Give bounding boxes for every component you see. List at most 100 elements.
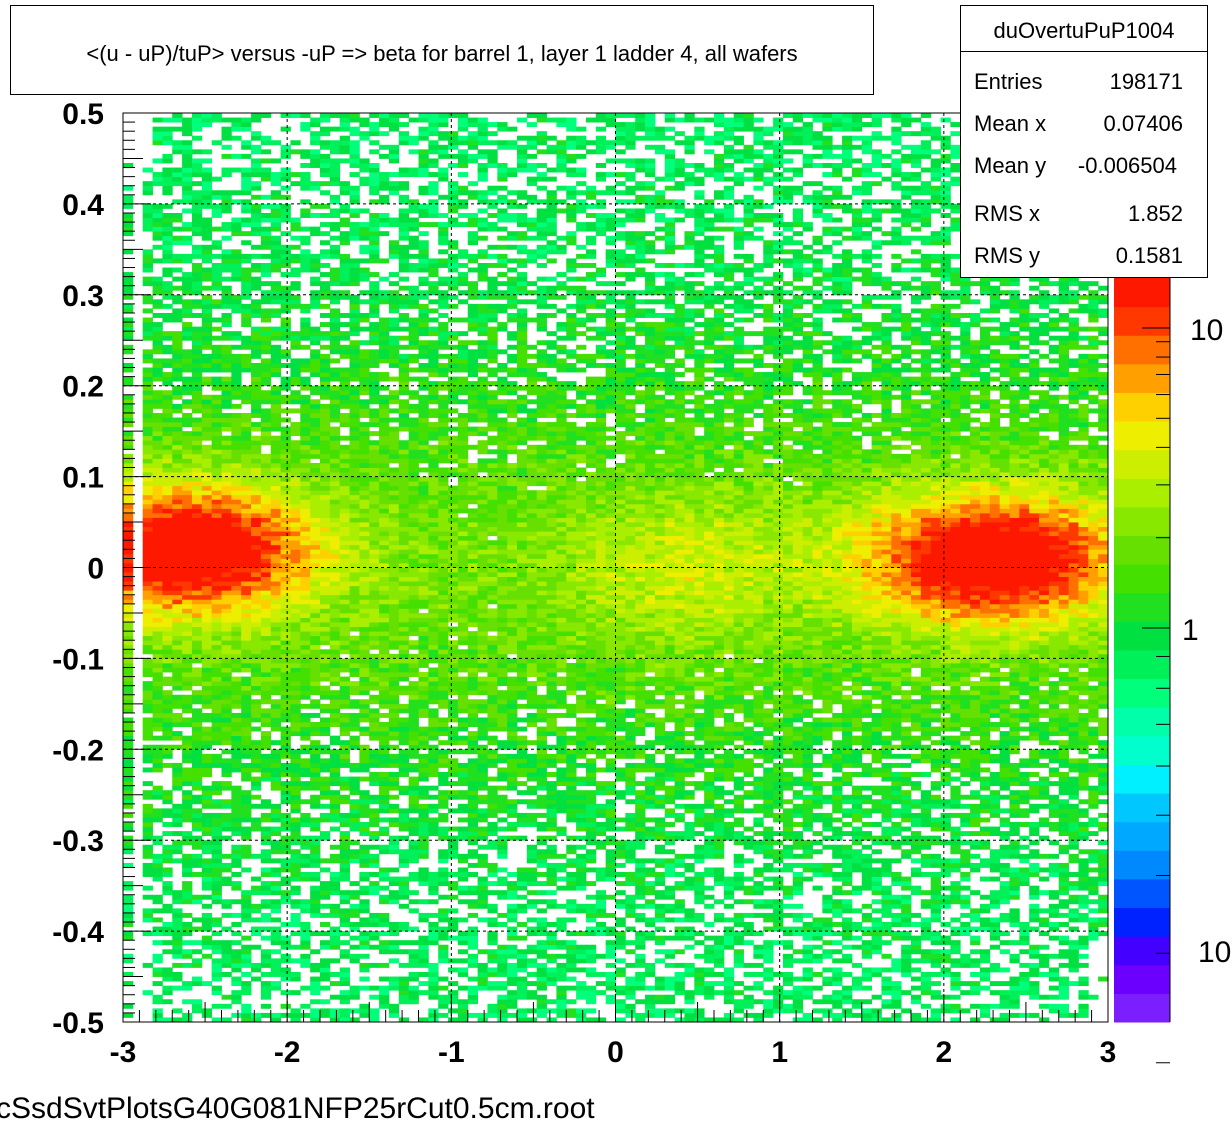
- heatmap-cell: [300, 408, 311, 414]
- heatmap-cell: [369, 440, 380, 446]
- heatmap-cell: [280, 735, 291, 741]
- heatmap-cell: [349, 531, 360, 537]
- heatmap-cell: [408, 472, 419, 478]
- heatmap-cell: [191, 512, 203, 518]
- heatmap-cell: [211, 508, 222, 514]
- heatmap-cell: [398, 244, 410, 250]
- heatmap-cell: [191, 817, 203, 823]
- heatmap-cell: [162, 722, 173, 727]
- heatmap-cell: [162, 290, 173, 296]
- heatmap-cell: [428, 576, 439, 582]
- heatmap-cell: [142, 562, 153, 568]
- heatmap-cell: [162, 376, 173, 382]
- heatmap-cell: [201, 572, 213, 577]
- heatmap-cell: [310, 131, 321, 137]
- heatmap-cell: [438, 526, 449, 532]
- heatmap-cell: [260, 549, 272, 555]
- heatmap-cell: [329, 694, 341, 700]
- heatmap-cell: [172, 572, 183, 577]
- heatmap-cell: [142, 567, 153, 573]
- heatmap-cell: [448, 222, 459, 228]
- heatmap-cell: [270, 849, 281, 855]
- heatmap-cell: [162, 540, 173, 546]
- heatmap-cell: [142, 822, 153, 827]
- heatmap-cell: [300, 331, 311, 337]
- heatmap-cell: [438, 576, 449, 582]
- heatmap-cell: [251, 626, 262, 632]
- heatmap-cell: [349, 722, 360, 727]
- heatmap-cell: [221, 608, 232, 614]
- heatmap-cell: [172, 340, 183, 346]
- heatmap-cell: [369, 385, 380, 391]
- heatmap-cell: [152, 722, 163, 727]
- heatmap-cell: [418, 267, 429, 273]
- heatmap-cell: [408, 435, 419, 441]
- heatmap-cell: [438, 299, 449, 305]
- heatmap-cell: [448, 262, 459, 268]
- heatmap-cell: [191, 267, 203, 273]
- heatmap-cell: [280, 476, 291, 482]
- heatmap-cell: [448, 490, 459, 496]
- heatmap-cell: [290, 976, 301, 982]
- heatmap-cell: [123, 622, 134, 627]
- heatmap-cell: [182, 644, 193, 650]
- heatmap-cell: [251, 767, 262, 773]
- heatmap-cell: [221, 167, 232, 173]
- heatmap-cell: [359, 976, 370, 982]
- heatmap-cell: [280, 185, 291, 191]
- heatmap-cell: [231, 249, 242, 255]
- heatmap-cell: [270, 344, 281, 350]
- heatmap-cell: [310, 444, 321, 450]
- heatmap-cell: [182, 790, 193, 796]
- heatmap-cell: [369, 535, 380, 541]
- heatmap-cell: [418, 962, 429, 968]
- heatmap-cell: [182, 703, 193, 709]
- heatmap-cell: [123, 440, 134, 446]
- heatmap-cell: [339, 917, 350, 923]
- heatmap-cell: [162, 690, 173, 696]
- heatmap-cell: [428, 485, 439, 491]
- heatmap-cell: [418, 699, 429, 705]
- heatmap-cell: [320, 890, 331, 896]
- heatmap-cell: [152, 503, 163, 509]
- heatmap-cell: [201, 681, 213, 687]
- heatmap-cell: [123, 349, 134, 355]
- heatmap-cell: [123, 772, 134, 777]
- heatmap-cell: [182, 172, 193, 178]
- heatmap-cell: [428, 181, 439, 187]
- heatmap-cell: [251, 662, 262, 668]
- heatmap-cell: [329, 772, 341, 777]
- heatmap-cell: [182, 744, 193, 750]
- heatmap-cell: [251, 276, 262, 282]
- heatmap-cell: [162, 503, 173, 509]
- heatmap-cell: [290, 635, 301, 641]
- heatmap-cell: [191, 612, 203, 618]
- heatmap-cell: [201, 735, 213, 741]
- heatmap-cell: [418, 449, 429, 455]
- heatmap-cell: [320, 608, 331, 614]
- heatmap-cell: [241, 222, 252, 228]
- heatmap-cell: [191, 426, 203, 432]
- heatmap-cell: [201, 403, 213, 409]
- heatmap-cell: [369, 122, 380, 128]
- heatmap-cell: [379, 176, 390, 182]
- heatmap-cell: [310, 862, 321, 868]
- heatmap-cell: [191, 553, 203, 559]
- heatmap-cell: [201, 744, 213, 750]
- heatmap-cell: [142, 422, 153, 428]
- heatmap-cell: [428, 653, 439, 659]
- heatmap-cell: [162, 762, 173, 768]
- heatmap-cell: [231, 535, 242, 541]
- heatmap-cell: [231, 126, 242, 132]
- heatmap-cell: [310, 772, 321, 777]
- heatmap-cell: [290, 517, 301, 523]
- heatmap-cell: [162, 203, 173, 209]
- heatmap-cell: [379, 740, 390, 746]
- heatmap-cell: [211, 1017, 222, 1023]
- heatmap-cell: [388, 985, 400, 991]
- heatmap-cell: [448, 885, 459, 891]
- heatmap-cell: [428, 681, 439, 687]
- heatmap-cell: [310, 426, 321, 432]
- heatmap-cell: [438, 435, 449, 441]
- heatmap-cell: [339, 853, 350, 859]
